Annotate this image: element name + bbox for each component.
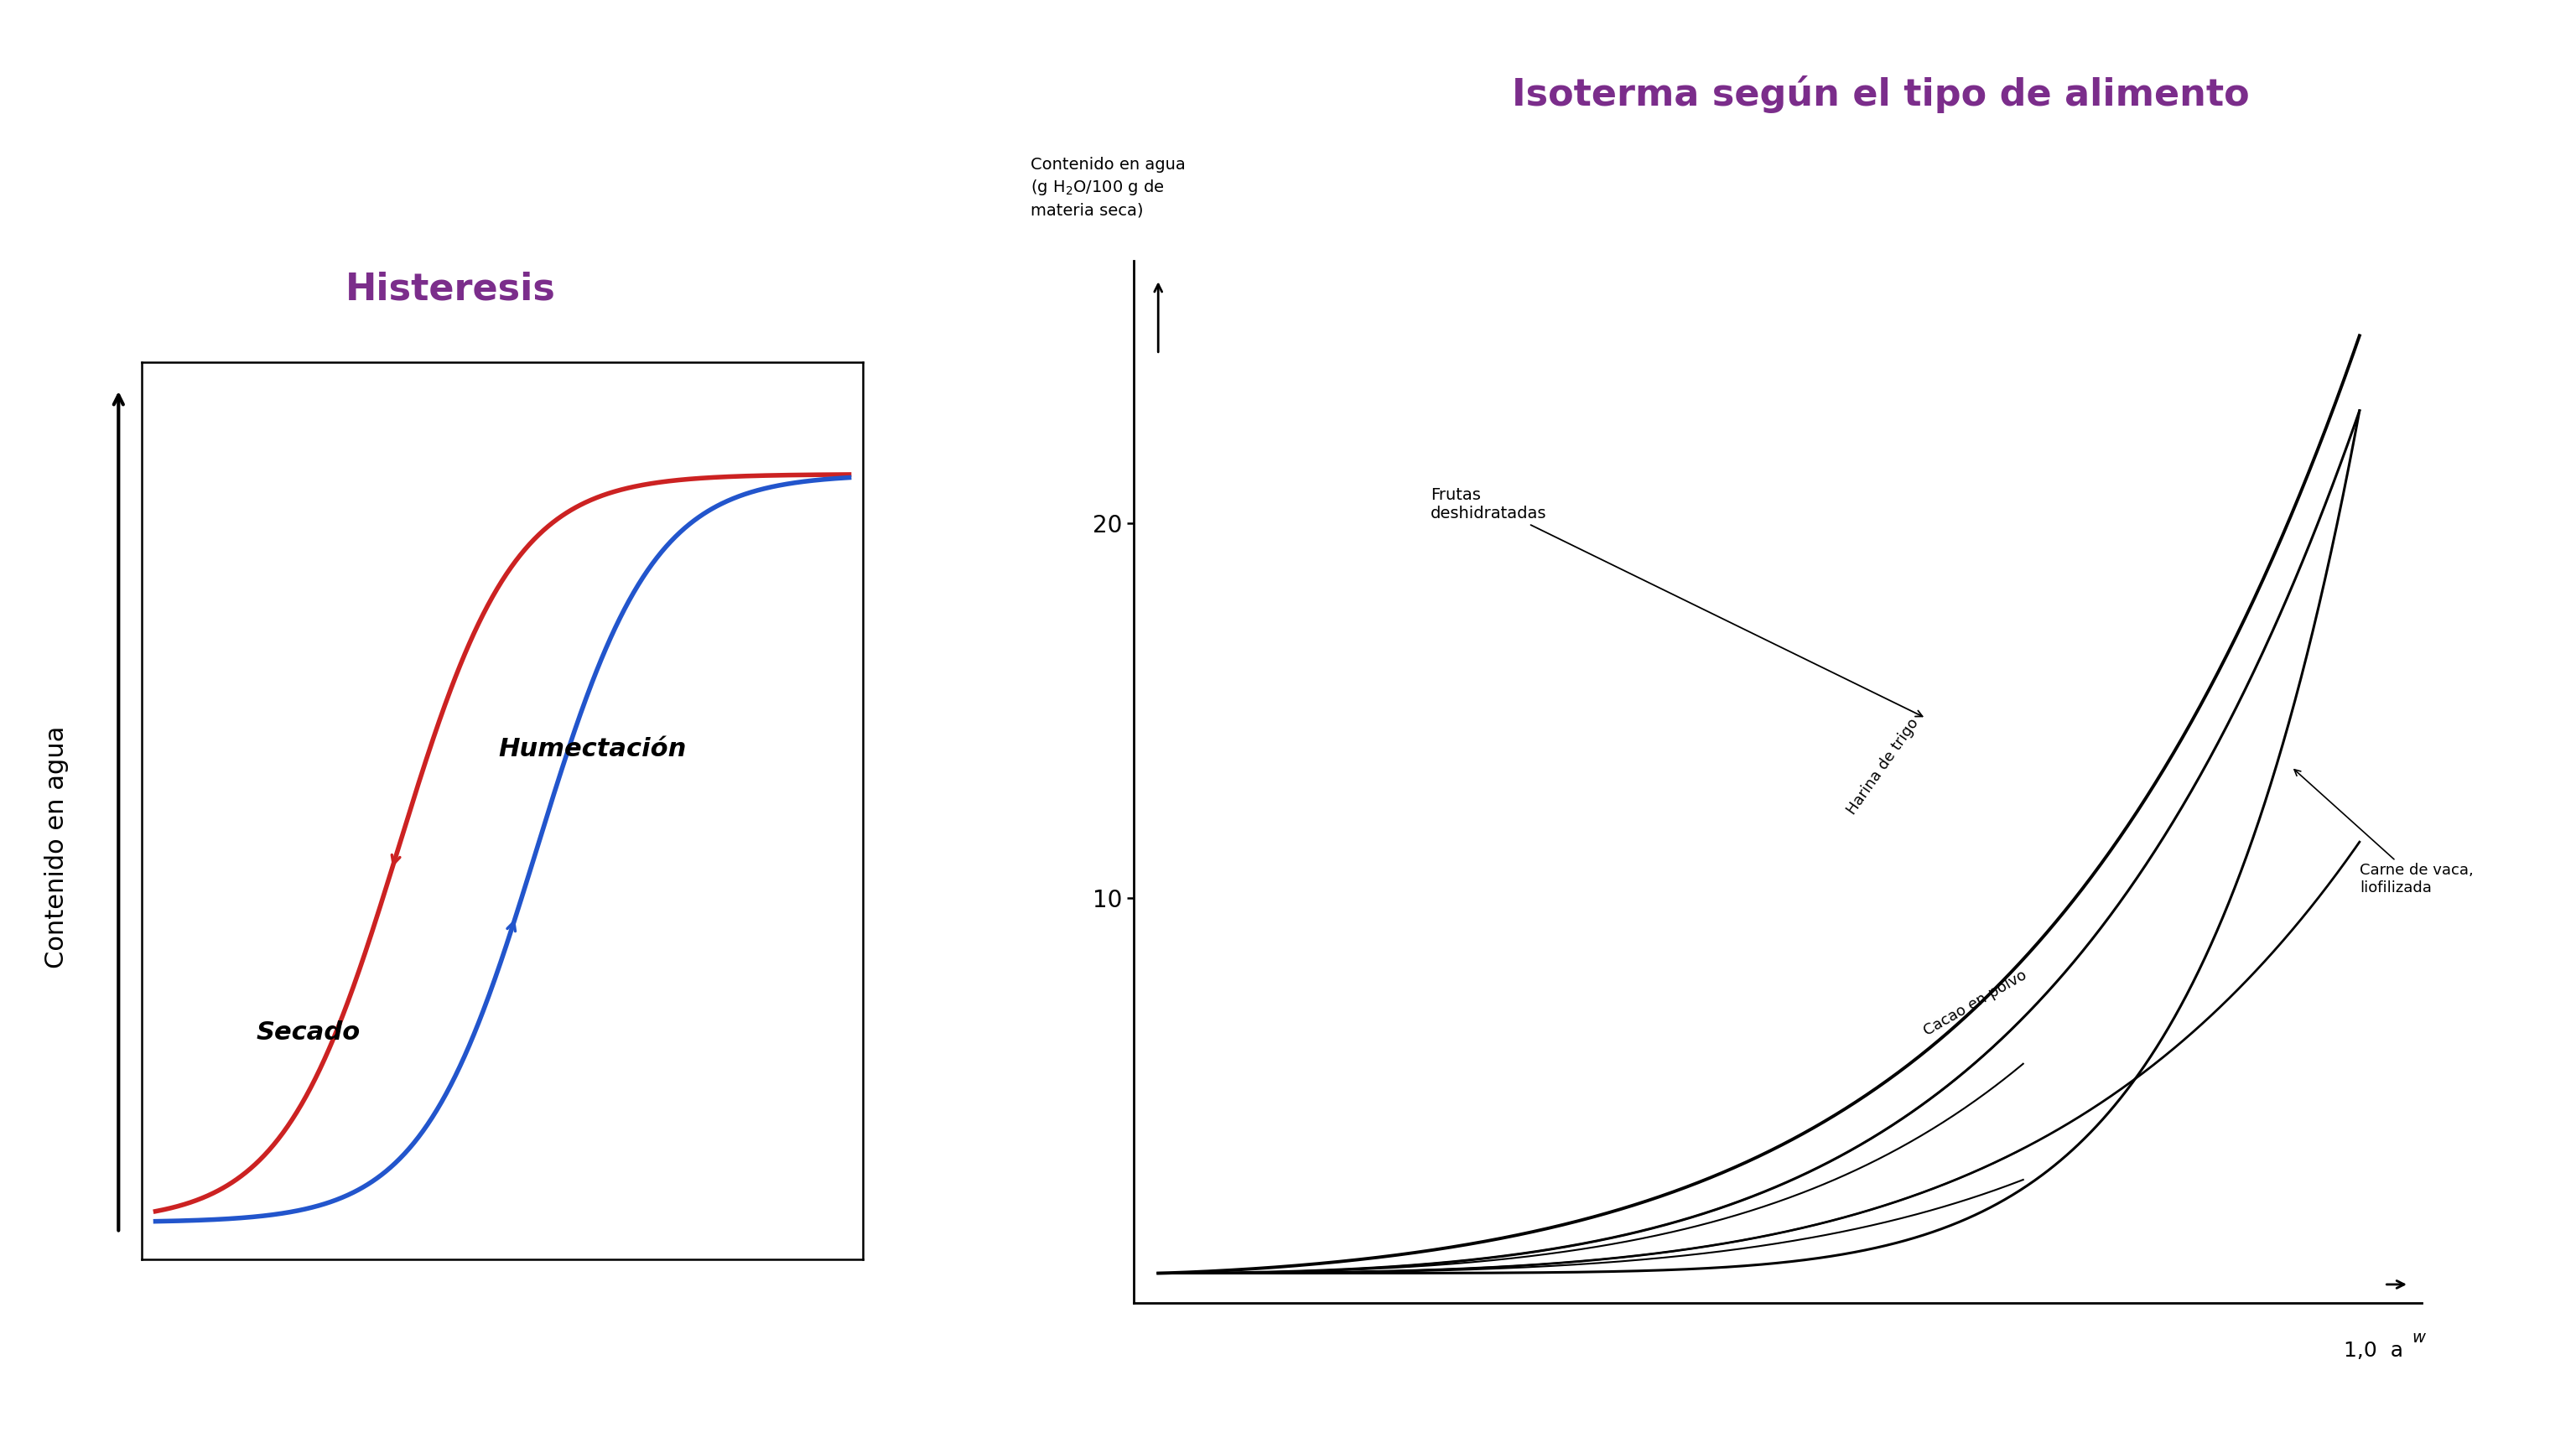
Text: Humectación: Humectación <box>497 737 688 762</box>
Text: Contenido en agua
(g H$_2$O/100 g de
materia seca): Contenido en agua (g H$_2$O/100 g de mat… <box>1030 156 1185 219</box>
Text: Cacao en polvo: Cacao en polvo <box>1922 967 2030 1038</box>
Text: Contenido en agua: Contenido en agua <box>44 725 70 969</box>
Text: w: w <box>2411 1329 2424 1345</box>
Text: Secado: Secado <box>255 1021 361 1045</box>
Text: Carne de vaca,
liofilizada: Carne de vaca, liofilizada <box>2295 769 2473 896</box>
Text: Harina de trigo: Harina de trigo <box>1844 715 1922 818</box>
Text: 1,0  a: 1,0 a <box>2344 1341 2403 1361</box>
Text: Isoterma según el tipo de alimento: Isoterma según el tipo de alimento <box>1512 75 2249 113</box>
Text: Frutas
deshidratadas: Frutas deshidratadas <box>1430 487 1922 717</box>
Text: Histeresis: Histeresis <box>345 272 556 307</box>
